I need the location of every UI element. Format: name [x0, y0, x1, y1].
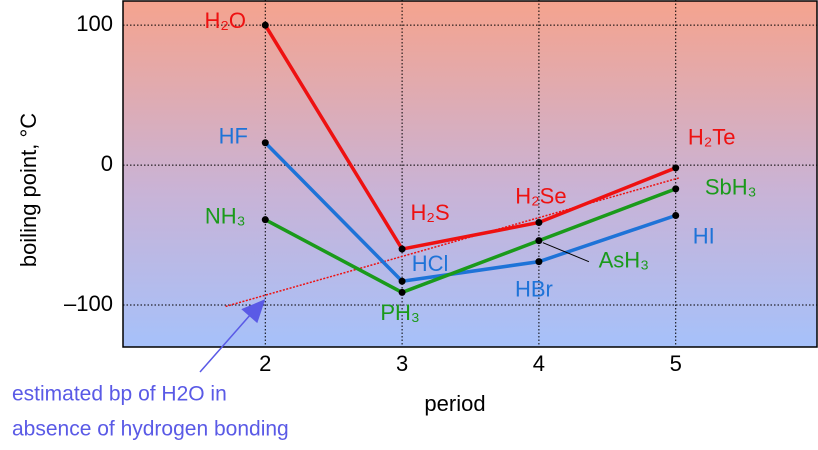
data-point [672, 164, 680, 172]
y-tick-label: 100 [76, 11, 113, 36]
data-point [261, 21, 269, 29]
data-point [398, 288, 406, 296]
point-label: H₂Se [515, 183, 566, 208]
point-label: PH₃ [380, 300, 420, 325]
leader-line [542, 242, 590, 263]
x-tick-label: 2 [259, 351, 271, 376]
data-point [261, 216, 269, 224]
series-line [264, 187, 677, 295]
data-point [535, 237, 543, 245]
point-label: HBr [515, 276, 553, 301]
data-point [672, 211, 680, 219]
data-point [261, 139, 269, 147]
y-tick-label: 0 [101, 151, 113, 176]
x-tick-label: 4 [533, 351, 545, 376]
point-label: HCl [412, 251, 449, 276]
data-point [672, 185, 680, 193]
series-line [264, 141, 677, 284]
annotation-text: absence of hydrogen bonding [12, 418, 289, 441]
data-point [535, 258, 543, 266]
data-point [398, 245, 406, 253]
data-point [535, 218, 543, 226]
x-tick-label: 5 [670, 351, 682, 376]
x-tick-label: 3 [396, 351, 408, 376]
y-axis-label: boiling point, °C [16, 113, 41, 267]
annotation-arrow [199, 308, 256, 373]
x-axis-label: period [424, 391, 485, 416]
annotation-text: estimated bp of H2O in [12, 383, 227, 406]
point-label: H₂S [411, 200, 450, 225]
point-label: AsH₃ [599, 247, 650, 272]
data-point [398, 277, 406, 285]
estimate-line [225, 176, 681, 308]
annotation-arrowhead [241, 299, 266, 324]
point-label: HI [693, 223, 715, 248]
point-label: H₂O [205, 8, 247, 33]
point-label: SbH₃ [705, 175, 757, 200]
point-label: NH₃ [205, 203, 246, 228]
y-tick-label: –100 [64, 291, 113, 316]
series-line [263, 24, 677, 252]
point-label: H₂Te [688, 125, 736, 150]
point-label: HF [219, 124, 248, 149]
plot-area [122, 0, 818, 348]
